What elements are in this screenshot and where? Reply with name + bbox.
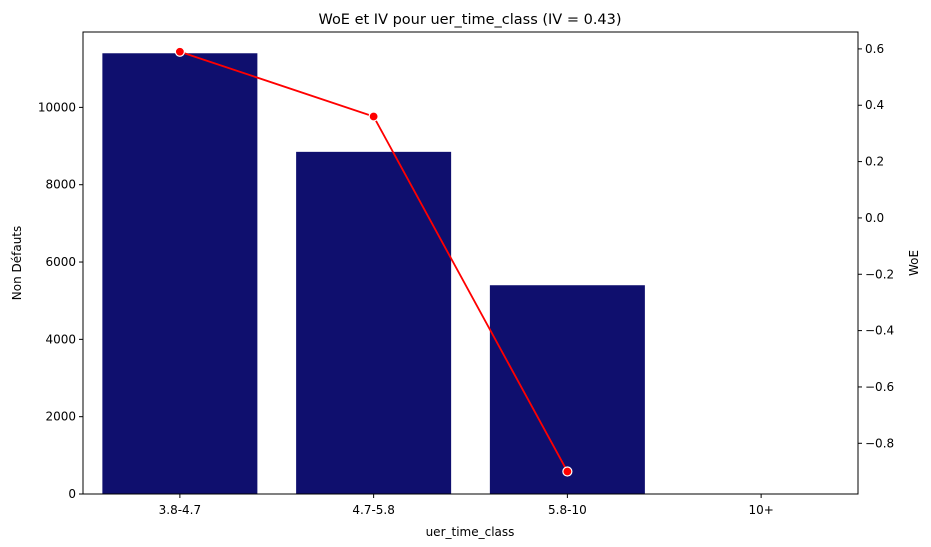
plot-frame [82,31,859,495]
x-tick-label: 10+ [748,503,773,517]
woe-line-layer [174,46,573,477]
y-tick-label: 10000 [38,100,76,114]
y-tick-label: 6000 [45,255,76,269]
y2-tick-label: −0.6 [865,380,894,394]
y2-tick-label: −0.8 [865,436,894,450]
y2-tick-label: 0.2 [865,155,884,169]
chart-title: WoE et IV pour uer_time_class (IV = 0.43… [318,12,621,28]
bar-4.7-5.8 [296,151,452,494]
y-tick-label: 2000 [45,410,76,424]
woe-point-3.8-4.7 [174,46,185,57]
x-tick-label: 5.8-10 [548,503,587,517]
y2-tick-label: 0.6 [865,42,884,56]
woe-point-4.7-5.8 [368,111,379,122]
bar-5.8-10 [489,285,645,494]
x-tick-label: 4.7-5.8 [352,503,395,517]
y-tick-label: 4000 [45,332,76,346]
woe-point-5.8-10 [562,466,573,477]
y2-tick-label: 0.0 [865,211,884,225]
bars-layer [102,53,645,494]
y-axis-left: 0 2000 4000 6000 8000 10000 [38,100,83,501]
y2-axis-title: WoE [907,250,921,276]
x-axis: 3.8-4.7 4.7-5.8 5.8-10 10+ [159,494,774,517]
bar-3.8-4.7 [102,53,258,494]
y-tick-label: 8000 [45,178,76,192]
x-tick-label: 3.8-4.7 [159,503,202,517]
y2-tick-label: −0.4 [865,324,894,338]
y-tick-label: 0 [68,487,76,501]
y-axis-right: −0.8 −0.6 −0.4 −0.2 0.0 0.2 0.4 0.6 [858,42,894,450]
x-axis-title: uer_time_class [426,525,515,539]
y-axis-title: Non Défauts [10,226,24,301]
y2-tick-label: −0.2 [865,267,894,281]
y2-tick-label: 0.4 [865,98,884,112]
